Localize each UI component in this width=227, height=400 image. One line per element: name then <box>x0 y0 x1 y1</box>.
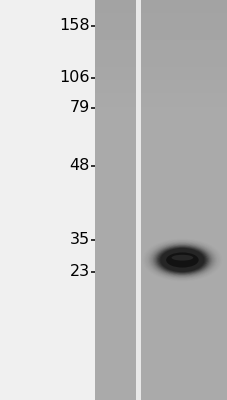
Bar <box>141 387 227 400</box>
Bar <box>135 0 141 400</box>
Bar <box>94 13 135 27</box>
Bar <box>94 293 135 307</box>
Bar <box>94 133 135 147</box>
Text: 158: 158 <box>59 18 90 34</box>
Bar <box>141 320 227 333</box>
Bar <box>141 107 227 120</box>
Bar <box>94 67 135 80</box>
Bar <box>141 40 227 53</box>
Bar <box>94 267 135 280</box>
Bar <box>94 107 135 120</box>
Bar <box>141 293 227 307</box>
Bar <box>94 347 135 360</box>
Text: 23: 23 <box>70 264 90 280</box>
Text: 106: 106 <box>59 70 90 86</box>
Bar <box>141 0 227 13</box>
Bar <box>141 53 227 67</box>
Bar <box>94 27 135 40</box>
Ellipse shape <box>151 244 212 276</box>
Bar <box>141 0 227 400</box>
Ellipse shape <box>171 255 192 260</box>
Bar <box>94 93 135 107</box>
Bar <box>94 360 135 373</box>
Bar <box>94 80 135 93</box>
Bar <box>141 307 227 320</box>
Bar <box>141 27 227 40</box>
Bar <box>141 147 227 160</box>
Bar <box>141 67 227 80</box>
Ellipse shape <box>165 252 198 268</box>
Bar <box>141 373 227 387</box>
Bar <box>94 53 135 67</box>
Bar <box>141 333 227 347</box>
Bar <box>141 120 227 133</box>
Bar <box>141 213 227 227</box>
Bar <box>141 280 227 293</box>
Bar <box>94 240 135 253</box>
Bar <box>94 373 135 387</box>
Bar <box>94 147 135 160</box>
Text: 79: 79 <box>69 100 90 116</box>
Bar <box>94 280 135 293</box>
Bar <box>94 200 135 213</box>
Bar <box>141 253 227 267</box>
Bar <box>94 120 135 133</box>
Bar <box>94 0 135 400</box>
Bar <box>94 187 135 200</box>
Ellipse shape <box>152 244 211 276</box>
Bar <box>94 253 135 267</box>
Bar <box>141 160 227 173</box>
Bar <box>141 93 227 107</box>
Bar <box>94 0 135 13</box>
Bar <box>94 40 135 53</box>
Bar <box>94 320 135 333</box>
Bar <box>141 227 227 240</box>
Ellipse shape <box>154 245 210 275</box>
Bar <box>94 213 135 227</box>
Text: 35: 35 <box>70 232 90 248</box>
Bar <box>141 133 227 147</box>
Bar <box>141 360 227 373</box>
Ellipse shape <box>150 243 214 277</box>
Bar <box>94 173 135 187</box>
Bar <box>141 187 227 200</box>
Bar <box>141 267 227 280</box>
Bar <box>94 227 135 240</box>
Bar <box>141 347 227 360</box>
Ellipse shape <box>156 246 207 274</box>
Bar <box>141 80 227 93</box>
Bar <box>141 240 227 253</box>
Ellipse shape <box>160 248 203 272</box>
Bar <box>141 13 227 27</box>
Bar <box>141 173 227 187</box>
Bar <box>141 200 227 213</box>
Bar <box>94 387 135 400</box>
Bar <box>94 307 135 320</box>
Ellipse shape <box>159 248 205 272</box>
Ellipse shape <box>158 247 206 273</box>
Text: 48: 48 <box>69 158 90 174</box>
Ellipse shape <box>155 246 208 274</box>
Bar <box>94 333 135 347</box>
Bar <box>94 160 135 173</box>
